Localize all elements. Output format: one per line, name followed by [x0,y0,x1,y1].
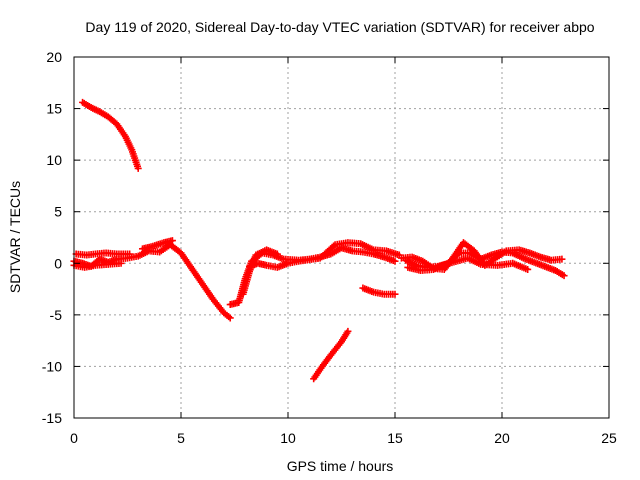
x-tick-label: 25 [601,430,617,446]
x-tick-label: 20 [494,430,510,446]
x-tick-label: 15 [387,430,403,446]
data-point [391,257,399,265]
data-point [344,327,352,335]
x-tick-label: 10 [280,430,296,446]
data-point [226,314,234,322]
y-axis-label: SDTVAR / TECUs [7,181,23,293]
series-arc-main-2b [245,239,403,271]
data-point [126,250,134,258]
x-tick-label: 0 [70,430,78,446]
y-tick-label: 20 [46,49,62,65]
data-point [558,255,566,263]
data-point [560,272,568,280]
series-arc-mid-low [310,327,352,383]
data-point [273,250,281,258]
y-tick-label: 0 [54,255,62,271]
data-point [391,290,399,298]
y-tick-label: 5 [54,204,62,220]
y-tick-label: 10 [46,152,62,168]
y-tick-label: 15 [46,101,62,117]
y-tick-label: -5 [50,307,63,323]
series-arc-main-1d [138,237,176,253]
data-point [117,259,125,267]
series-arc-main-1c [70,259,125,271]
x-axis-label: GPS time / hours [287,458,394,474]
data-point [168,237,176,245]
axis-ticks: 0 5 10 15 20 25 -15 -10 -5 0 5 10 15 20 [42,49,617,446]
series-arc-late-c [404,254,532,275]
series-arc-main-2c [239,246,281,298]
data-point [524,265,532,273]
chart-title: Day 119 of 2020, Sidereal Day-to-day VTE… [85,19,594,35]
y-tick-label: -15 [42,410,62,426]
data-point [330,242,338,250]
y-tick-label: -10 [42,358,62,374]
x-tick-label: 5 [177,430,185,446]
plot-border [73,56,610,419]
data-points [70,98,568,383]
data-point [134,164,142,172]
series-arc-mid-low-2 [359,284,399,298]
series-arc-early-high [79,98,142,172]
